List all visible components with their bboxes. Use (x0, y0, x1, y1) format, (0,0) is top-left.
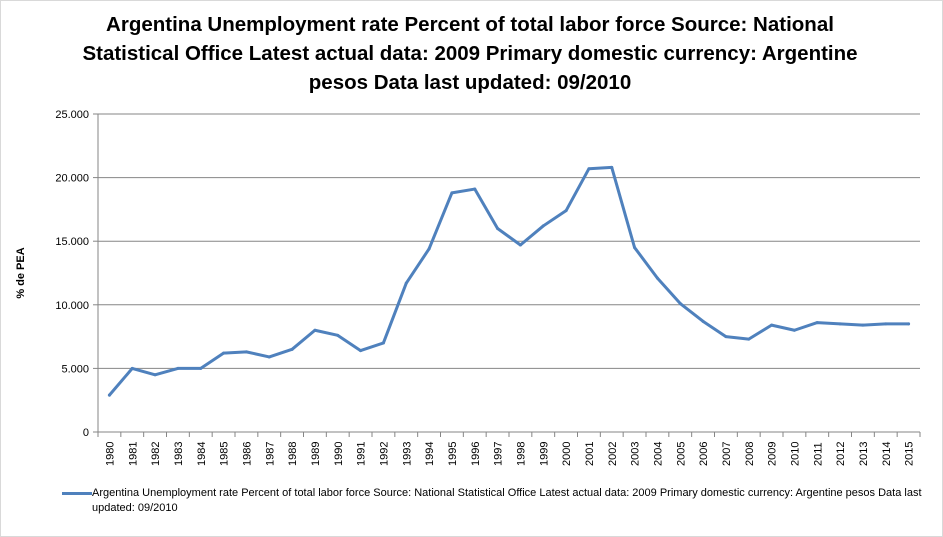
data-point (884, 322, 888, 326)
x-tick-label: 1997 (493, 442, 505, 466)
x-tick-label: 1996 (470, 442, 482, 466)
data-point (518, 243, 522, 247)
x-tick-label: 2009 (767, 442, 779, 466)
x-tick-label: 2008 (744, 442, 756, 466)
x-tick-label: 1983 (173, 442, 185, 466)
x-tick-label: 1986 (241, 442, 253, 466)
data-point (747, 337, 751, 341)
x-tick-label: 1999 (538, 442, 550, 466)
data-point (610, 165, 614, 169)
data-point (861, 323, 865, 327)
x-tick-label: 1995 (447, 442, 459, 466)
x-tick-label: 2015 (904, 442, 916, 466)
x-tick-label: 2000 (561, 442, 573, 466)
data-point (541, 224, 545, 228)
y-tick-label: 10.000 (55, 300, 89, 312)
data-point (564, 209, 568, 213)
data-point (267, 355, 271, 359)
x-tick-label: 1987 (264, 442, 276, 466)
legend-label: Argentina Unemployment rate Percent of t… (92, 487, 922, 514)
x-tick-label: 2006 (698, 442, 710, 466)
x-tick-label: 2013 (858, 442, 870, 466)
data-point (427, 247, 431, 251)
x-tick-label: 1981 (127, 442, 139, 466)
y-tick-label: 20.000 (55, 173, 89, 185)
x-tick-label: 2005 (675, 442, 687, 466)
data-point (701, 319, 705, 323)
data-point (404, 281, 408, 285)
data-point (655, 276, 659, 280)
x-tick-label: 2010 (789, 442, 801, 466)
data-point (587, 167, 591, 171)
x-tick-label: 1992 (378, 442, 390, 466)
series-line (107, 165, 911, 397)
x-tick-label: 1998 (515, 442, 527, 466)
data-point (222, 351, 226, 355)
x-tick-label: 2014 (881, 442, 893, 466)
legend-line-swatch (62, 492, 92, 495)
x-tick-label: 2003 (630, 442, 642, 466)
x-tick-label: 2002 (607, 442, 619, 466)
data-point (313, 328, 317, 332)
data-point (107, 393, 111, 397)
x-tick-label: 1990 (333, 442, 345, 466)
data-point (244, 350, 248, 354)
x-tick-label: 1982 (150, 442, 162, 466)
x-tick-label: 1991 (356, 442, 368, 466)
data-point (336, 333, 340, 337)
x-tick-label: 2001 (584, 442, 596, 466)
data-point (473, 187, 477, 191)
x-tick-label: 1994 (424, 442, 436, 466)
data-point (359, 349, 363, 353)
legend: Argentina Unemployment rate Percent of t… (62, 486, 922, 516)
data-point (907, 322, 911, 326)
y-tick-label: 25.000 (55, 109, 89, 121)
x-tick-label: 1985 (219, 442, 231, 466)
y-axis-label: % de PEA (15, 247, 27, 298)
x-tick-label: 1984 (196, 442, 208, 466)
data-point (450, 191, 454, 195)
data-point (496, 226, 500, 230)
y-tick-label: 0 (83, 427, 89, 439)
data-point (678, 302, 682, 306)
data-point (815, 321, 819, 325)
y-tick-label: 5.000 (61, 363, 89, 375)
x-tick-label: 1993 (401, 442, 413, 466)
data-point (199, 366, 203, 370)
data-point (130, 366, 134, 370)
x-tick-label: 2007 (721, 442, 733, 466)
x-tick-label: 2011 (812, 442, 824, 466)
chart-title: Argentina Unemployment rate Percent of t… (82, 13, 858, 94)
data-point (633, 246, 637, 250)
data-point (770, 323, 774, 327)
data-point (290, 347, 294, 351)
x-tick-label: 2012 (835, 442, 847, 466)
data-point (176, 366, 180, 370)
x-tick-label: 2004 (652, 442, 664, 466)
x-tick-label: 1989 (310, 442, 322, 466)
y-tick-label: 15.000 (55, 236, 89, 248)
x-tick-label: 1988 (287, 442, 299, 466)
data-point (838, 322, 842, 326)
data-point (153, 373, 157, 377)
data-point (724, 335, 728, 339)
data-point (792, 328, 796, 332)
x-tick-label: 1980 (104, 442, 116, 466)
data-point (381, 341, 385, 345)
